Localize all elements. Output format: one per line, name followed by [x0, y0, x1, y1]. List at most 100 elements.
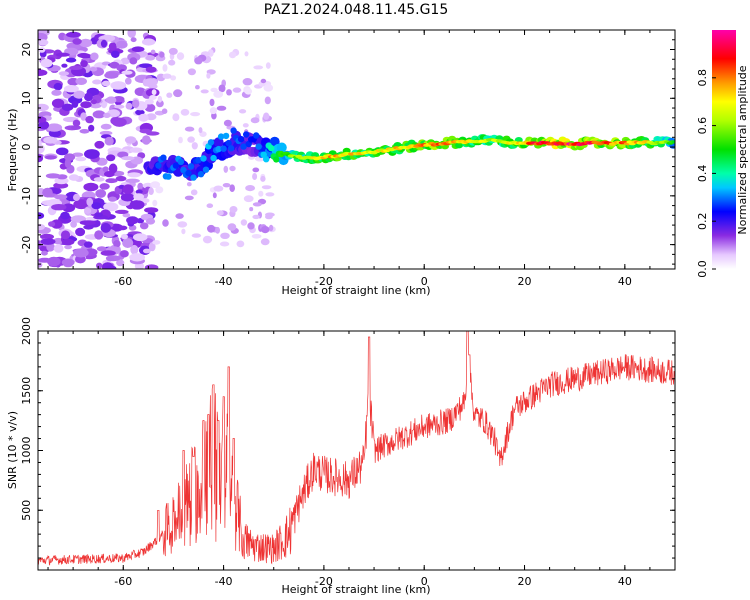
- noise-blob: [85, 115, 94, 124]
- ridge-core: [671, 140, 675, 144]
- noise-blob: [95, 189, 107, 198]
- noise-blob: [213, 185, 224, 192]
- noise-blob: [245, 185, 256, 192]
- noise-blob: [70, 220, 77, 228]
- ridge-core: [172, 162, 180, 169]
- noise-blob: [222, 183, 231, 188]
- noise-blob: [132, 99, 140, 108]
- ridge-core: [268, 144, 275, 152]
- noise-blob: [122, 184, 134, 195]
- noise-blob: [223, 119, 232, 127]
- noise-blob: [108, 196, 117, 202]
- noise-blob: [79, 129, 90, 134]
- noise-blob: [129, 57, 138, 65]
- y-tick-label: 10: [20, 91, 33, 105]
- noise-blob: [226, 89, 232, 96]
- ridge-core: [255, 143, 262, 150]
- noise-blob: [53, 82, 63, 91]
- noise-blob: [139, 128, 152, 134]
- noise-blob: [137, 182, 144, 191]
- noise-blob: [260, 226, 270, 234]
- noise-blob: [229, 165, 236, 172]
- noise-blob: [239, 109, 247, 114]
- colorbar: 0.0 0.2 0.4 0.6 0.8 Normalized spectral ampl…: [696, 30, 749, 278]
- colorbar-tick-label: 0.4: [696, 165, 709, 183]
- ridge-core: [195, 157, 202, 164]
- noise-blob: [101, 80, 111, 87]
- noise-blob: [83, 224, 94, 230]
- noise-blob: [38, 103, 49, 112]
- ridge-core: [227, 145, 235, 152]
- noise-blob: [100, 250, 116, 256]
- noise-blob: [148, 242, 156, 252]
- noise-blob: [177, 221, 188, 228]
- noise-blob: [247, 222, 255, 230]
- noise-blob: [191, 233, 202, 238]
- noise-blob: [73, 90, 85, 99]
- noise-blob: [162, 219, 169, 227]
- noise-blob: [64, 153, 76, 161]
- noise-blob: [45, 173, 61, 179]
- noise-blob: [172, 113, 180, 122]
- noise-blob: [264, 96, 271, 105]
- noise-blob: [152, 240, 161, 245]
- colorbar-tick-label: 0.6: [696, 117, 709, 135]
- noise-blob: [75, 227, 86, 237]
- noise-blob: [229, 184, 235, 192]
- noise-blob: [263, 112, 270, 120]
- noise-blob: [133, 193, 145, 201]
- x-tick-label: 20: [518, 575, 532, 588]
- noise-blob: [99, 130, 113, 136]
- x-tick-label: 40: [618, 575, 632, 588]
- noise-blob: [70, 125, 82, 130]
- noise-blob: [38, 212, 45, 220]
- noise-blob: [72, 119, 81, 127]
- noise-blob: [159, 51, 165, 58]
- noise-blob: [113, 240, 121, 248]
- snr-series-line: [38, 331, 675, 566]
- noise-blob: [145, 66, 157, 73]
- noise-blob: [265, 62, 271, 69]
- noise-blob: [122, 212, 131, 218]
- noise-blob: [131, 46, 145, 52]
- ridge-core: [240, 143, 247, 150]
- noise-blob: [149, 95, 157, 100]
- ridge-core: [220, 145, 227, 152]
- noise-blob: [144, 99, 154, 105]
- noise-blob: [143, 78, 158, 88]
- noise-blob: [80, 60, 88, 68]
- noise-blob: [200, 89, 209, 94]
- noise-blob: [249, 207, 254, 212]
- y-tick-label: 1000: [20, 437, 33, 465]
- x-tick-label: 20: [518, 275, 532, 288]
- noise-blob: [129, 200, 145, 210]
- noise-blob: [132, 233, 148, 242]
- noise-blob: [90, 103, 102, 109]
- noise-blob: [53, 244, 64, 253]
- noise-blob: [220, 232, 230, 239]
- colorbar-label: Normalized spectral amplitude: [736, 65, 749, 234]
- noise-blob: [178, 136, 183, 144]
- colorbar-gradient: [712, 30, 736, 269]
- noise-blob: [70, 215, 87, 223]
- ridge-core: [263, 156, 270, 163]
- noise-blob: [40, 233, 54, 240]
- colorbar-tick-label: 0.2: [696, 212, 709, 230]
- noise-blob: [229, 206, 238, 213]
- noise-blob: [228, 51, 237, 59]
- noise-blob: [121, 233, 128, 240]
- noise-blob: [175, 213, 184, 219]
- noise-blob: [166, 92, 173, 98]
- noise-blob: [55, 147, 69, 156]
- noise-blob: [206, 203, 214, 208]
- noise-blob: [51, 98, 65, 109]
- noise-blob: [184, 195, 194, 201]
- noise-blob: [69, 65, 83, 71]
- colorbar-tick-label: 0.0: [696, 260, 709, 278]
- ridge-core: [225, 139, 232, 147]
- noise-blob: [181, 228, 186, 235]
- noise-blob: [61, 63, 68, 68]
- noise-blob: [135, 189, 143, 194]
- noise-blob: [236, 240, 245, 248]
- noise-blob: [71, 100, 79, 108]
